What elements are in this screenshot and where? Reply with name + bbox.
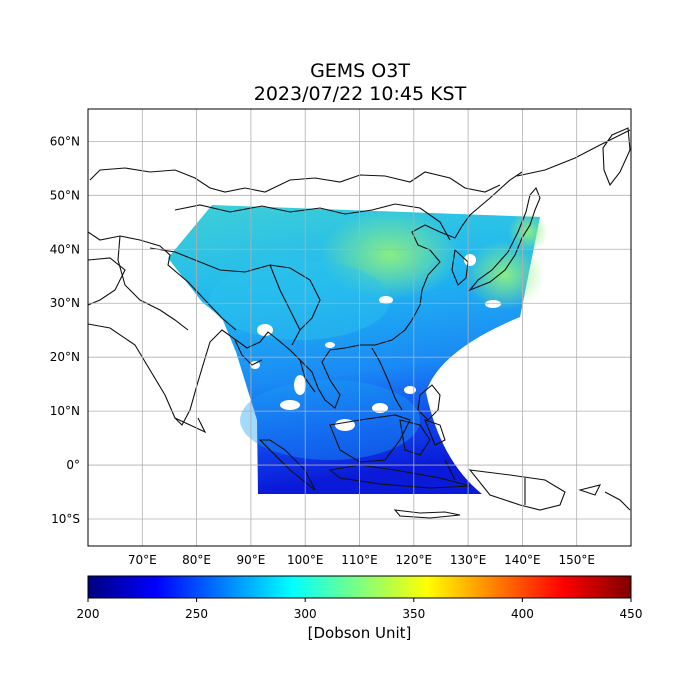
lat-tick-label: 30°N (50, 296, 80, 310)
colorbar-tick-label: 350 (402, 607, 425, 621)
lon-tick-label: 140°E (504, 553, 541, 567)
lat-tick-label: 60°N (50, 134, 80, 148)
lon-tick-label: 120°E (396, 553, 433, 567)
lon-tick-label: 110°E (341, 553, 378, 567)
lat-tick-label: 10°N (50, 404, 80, 418)
colorbar-label: [Dobson Unit] (307, 624, 412, 642)
colorbar-tick-label: 450 (620, 607, 643, 621)
lon-tick-label: 130°E (450, 553, 487, 567)
colorbar-tick-label: 200 (77, 607, 100, 621)
colorbar-tick-label: 250 (185, 607, 208, 621)
colorbar-ticks: 200 250 300 350 400 450 (77, 598, 643, 621)
map-frame (87, 108, 632, 547)
ozone-swath (168, 205, 548, 494)
lat-tick-label: 40°N (50, 242, 80, 256)
latitude-ticks: 60°N 50°N 40°N 30°N 20°N 10°N 0° 10°S (50, 134, 80, 526)
map-title: GEMS O3T (310, 60, 410, 82)
lon-tick-label: 100°E (287, 553, 324, 567)
lat-tick-label: 50°N (50, 188, 80, 202)
coastlines (88, 127, 631, 519)
lon-tick-label: 150°E (558, 553, 595, 567)
lat-tick-label: 10°S (51, 512, 80, 526)
lon-tick-label: 80°E (182, 553, 211, 567)
lon-tick-label: 70°E (128, 553, 157, 567)
lat-tick-label: 0° (66, 458, 80, 472)
colorbar (87, 575, 632, 599)
colorbar-tick-label: 400 (511, 607, 534, 621)
map-subtitle: 2023/07/22 10:45 KST (253, 83, 467, 105)
lat-tick-label: 20°N (50, 350, 80, 364)
graticule (88, 109, 631, 546)
lon-tick-label: 90°E (236, 553, 265, 567)
longitude-ticks: 70°E 80°E 90°E 100°E 110°E 120°E 130°E 140°E 150… (128, 553, 595, 567)
colorbar-tick-label: 300 (294, 607, 317, 621)
